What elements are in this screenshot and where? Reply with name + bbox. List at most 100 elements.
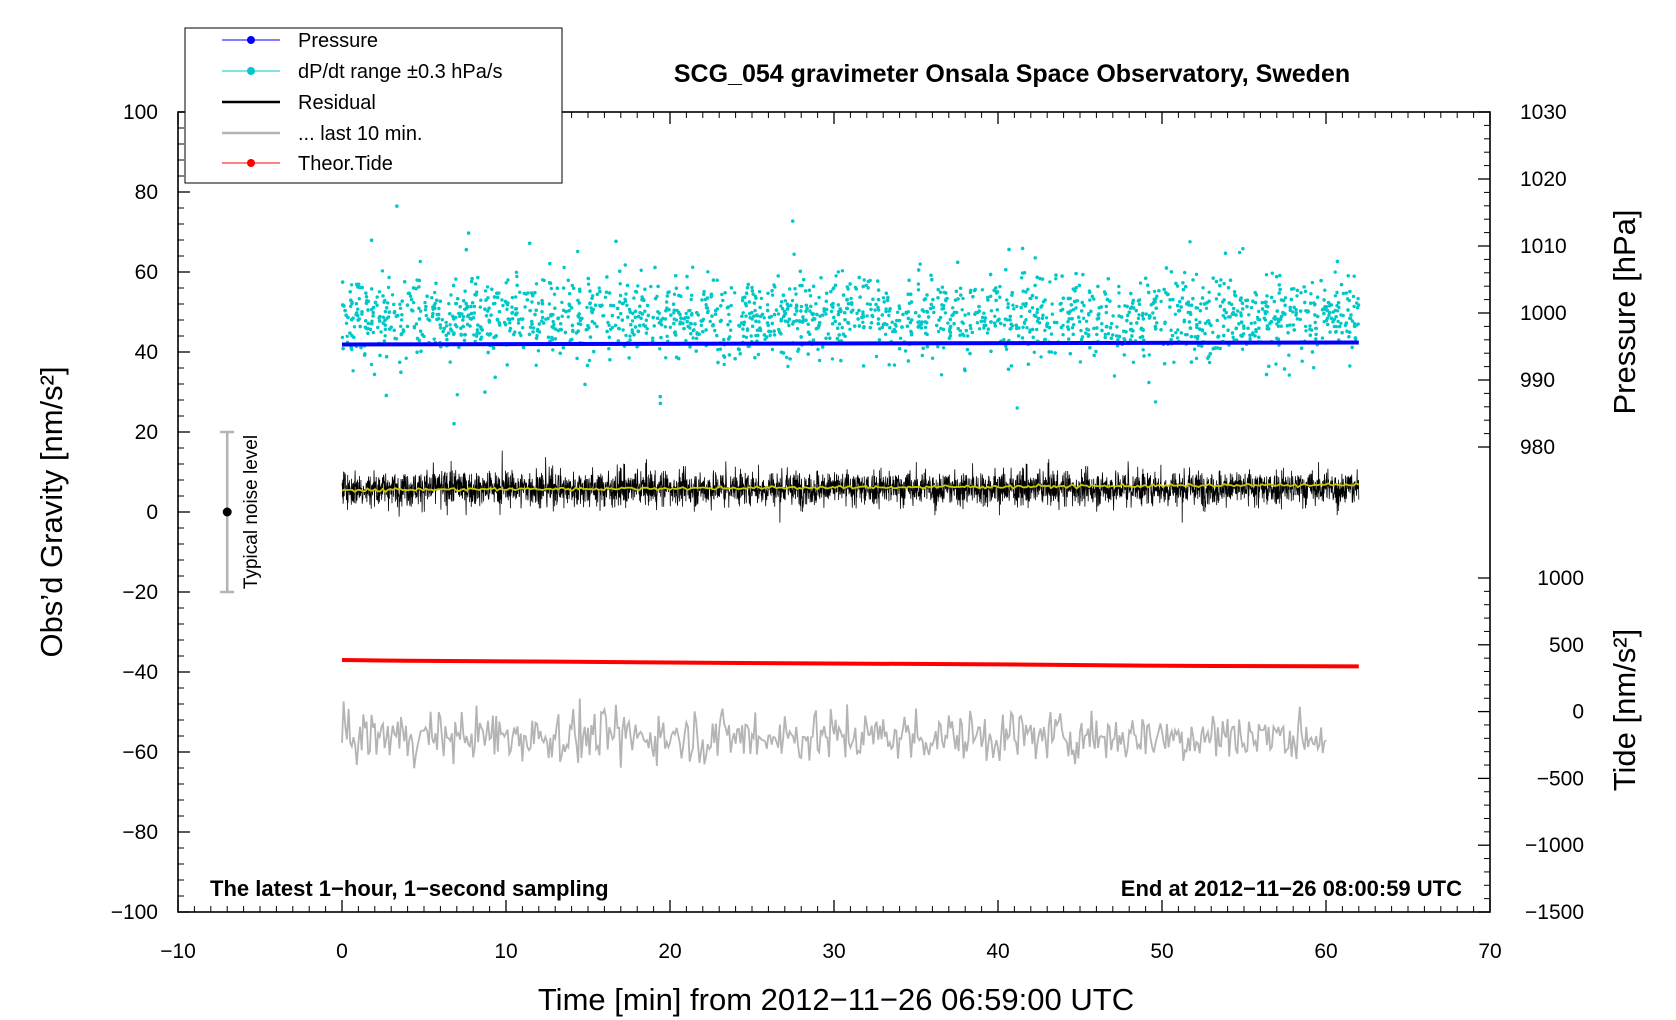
dpdt-point bbox=[1299, 309, 1303, 313]
dpdt-point bbox=[728, 319, 732, 324]
dpdt-point bbox=[638, 304, 642, 308]
dpdt-point bbox=[645, 303, 650, 308]
dpdt-point bbox=[973, 312, 977, 316]
dpdt-point bbox=[469, 279, 474, 284]
dpdt-point bbox=[1095, 332, 1099, 337]
dpdt-point bbox=[720, 292, 724, 297]
dpdt-point bbox=[704, 328, 708, 332]
dpdt-point bbox=[593, 303, 598, 307]
dpdt-point bbox=[636, 329, 640, 333]
dpdt-point bbox=[762, 316, 766, 320]
dpdt-point bbox=[1325, 308, 1330, 313]
dpdt-point bbox=[1214, 297, 1219, 301]
dpdt-point bbox=[944, 298, 948, 303]
dpdt-point bbox=[1241, 307, 1245, 311]
dpdt-point bbox=[354, 282, 359, 287]
dpdt-point bbox=[800, 283, 804, 288]
dpdt-point bbox=[1283, 296, 1288, 300]
dpdt-point bbox=[1193, 335, 1197, 339]
dpdt-point bbox=[928, 306, 933, 311]
dpdt-point bbox=[495, 317, 500, 322]
dpdt-point bbox=[1089, 309, 1093, 313]
dpdt-point bbox=[936, 329, 941, 334]
dpdt-point bbox=[387, 275, 391, 280]
dpdt-point bbox=[372, 372, 377, 377]
dpdt-point bbox=[801, 315, 805, 319]
dpdt-point bbox=[533, 291, 537, 295]
dpdt-point bbox=[1240, 347, 1245, 351]
dpdt-point bbox=[636, 284, 640, 288]
dpdt-point bbox=[960, 320, 964, 324]
dpdt-point bbox=[884, 309, 888, 314]
tide-axis-title: Tide [nm/s²] bbox=[1607, 629, 1642, 792]
dpdt-point bbox=[673, 330, 677, 334]
dpdt-point bbox=[1002, 338, 1006, 342]
dpdt-point bbox=[1010, 291, 1014, 295]
dpdt-point bbox=[1350, 319, 1355, 323]
dpdt-point bbox=[1240, 334, 1244, 338]
dpdt-point bbox=[1249, 321, 1254, 325]
dpdt-point bbox=[398, 360, 402, 364]
dpdt-point bbox=[1129, 291, 1133, 296]
dpdt-point bbox=[914, 311, 918, 315]
dpdt-point bbox=[992, 288, 996, 292]
dpdt-point bbox=[516, 321, 521, 325]
dpdt-point bbox=[377, 319, 382, 323]
dpdt-point bbox=[1174, 281, 1178, 286]
dpdt-point bbox=[1184, 285, 1188, 289]
dpdt-point bbox=[745, 286, 750, 290]
series-residual-smoothed-line bbox=[341, 482, 1360, 494]
dpdt-point bbox=[849, 310, 853, 314]
dpdt-point bbox=[1194, 318, 1198, 322]
dpdt-point bbox=[980, 315, 985, 320]
dpdt-point bbox=[983, 316, 987, 320]
dpdt-point bbox=[682, 326, 686, 331]
dpdt-point bbox=[785, 307, 790, 311]
dpdt-point bbox=[603, 295, 608, 299]
dpdt-point bbox=[1233, 294, 1238, 298]
dpdt-point bbox=[1078, 320, 1082, 324]
dpdt-point bbox=[751, 292, 755, 296]
dpdt-point bbox=[1218, 283, 1222, 288]
dpdt-point bbox=[630, 330, 635, 334]
dpdt-point bbox=[898, 336, 903, 340]
dpdt-point bbox=[1050, 312, 1055, 316]
dpdt-point bbox=[400, 313, 404, 317]
dpdt-point bbox=[1320, 308, 1325, 312]
dpdt-point bbox=[741, 327, 745, 331]
dpdt-point bbox=[701, 330, 705, 334]
dpdt-point bbox=[1207, 360, 1212, 365]
dpdt-point bbox=[1199, 302, 1203, 306]
dpdt-point bbox=[930, 356, 935, 360]
dpdt-point bbox=[383, 334, 387, 338]
dpdt-point bbox=[495, 295, 500, 300]
dpdt-point bbox=[601, 314, 605, 318]
dpdt-point bbox=[672, 308, 676, 312]
x-tick-label: 70 bbox=[1478, 940, 1501, 963]
dpdt-point bbox=[1200, 328, 1204, 332]
dpdt-point bbox=[756, 333, 760, 338]
dpdt-point bbox=[1197, 327, 1202, 331]
dpdt-point bbox=[727, 312, 731, 317]
dpdt-point bbox=[1163, 320, 1167, 324]
dpdt-point bbox=[1201, 286, 1205, 290]
dpdt-point bbox=[1033, 283, 1037, 288]
dpdt-point bbox=[1304, 329, 1308, 333]
dpdt-point bbox=[458, 305, 462, 309]
dpdt-point bbox=[961, 296, 965, 301]
dpdt-point bbox=[952, 310, 957, 315]
dpdt-point bbox=[526, 291, 530, 295]
dpdt-point bbox=[1097, 312, 1101, 316]
dpdt-point bbox=[578, 289, 582, 293]
dpdt-point bbox=[1072, 323, 1076, 327]
dpdt-point bbox=[369, 287, 374, 291]
dpdt-point bbox=[969, 288, 973, 293]
dpdt-point bbox=[1352, 304, 1356, 309]
dpdt-point bbox=[1308, 333, 1313, 337]
pressure-tick-label: 990 bbox=[1520, 369, 1555, 392]
dpdt-point bbox=[419, 349, 423, 353]
dpdt-point bbox=[1028, 309, 1032, 313]
dpdt-point bbox=[1277, 291, 1281, 295]
dpdt-point bbox=[884, 332, 888, 336]
dpdt-point bbox=[1310, 280, 1315, 285]
